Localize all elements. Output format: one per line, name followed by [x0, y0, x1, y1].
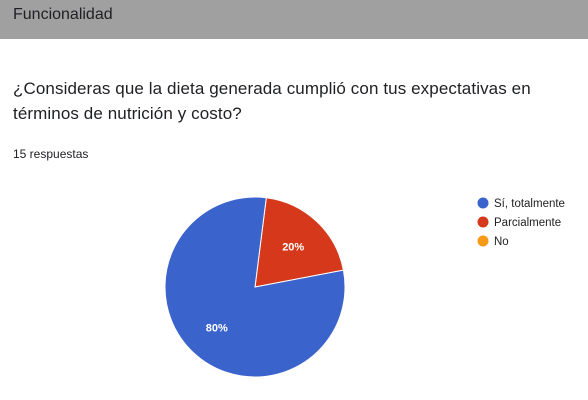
pie-slice-2[interactable]	[254, 197, 344, 288]
legend: Sí, totalmente Parcialmente No	[477, 197, 565, 248]
legend-swatch-3	[477, 235, 489, 247]
response-count: 15 respuestas	[13, 147, 89, 161]
pie-slice-label-1: 80%	[206, 323, 228, 335]
pie-slice-1[interactable]	[164, 196, 346, 378]
legend-label-2[interactable]: Parcialmente	[494, 217, 561, 229]
pie-slice-label-2: 20%	[282, 241, 304, 253]
pie-labels: 20% 80%	[206, 241, 305, 334]
section-header: Funcionalidad	[0, 0, 588, 39]
legend-swatch-1	[477, 197, 489, 209]
legend-swatch-2	[477, 216, 489, 228]
legend-label-3[interactable]: No	[494, 236, 509, 248]
section-title: Funcionalidad	[13, 6, 113, 23]
question-text: ¿Consideras que la dieta generada cumpli…	[13, 79, 531, 123]
pie-slices	[164, 196, 346, 378]
legend-label-1[interactable]: Sí, totalmente	[494, 198, 565, 210]
